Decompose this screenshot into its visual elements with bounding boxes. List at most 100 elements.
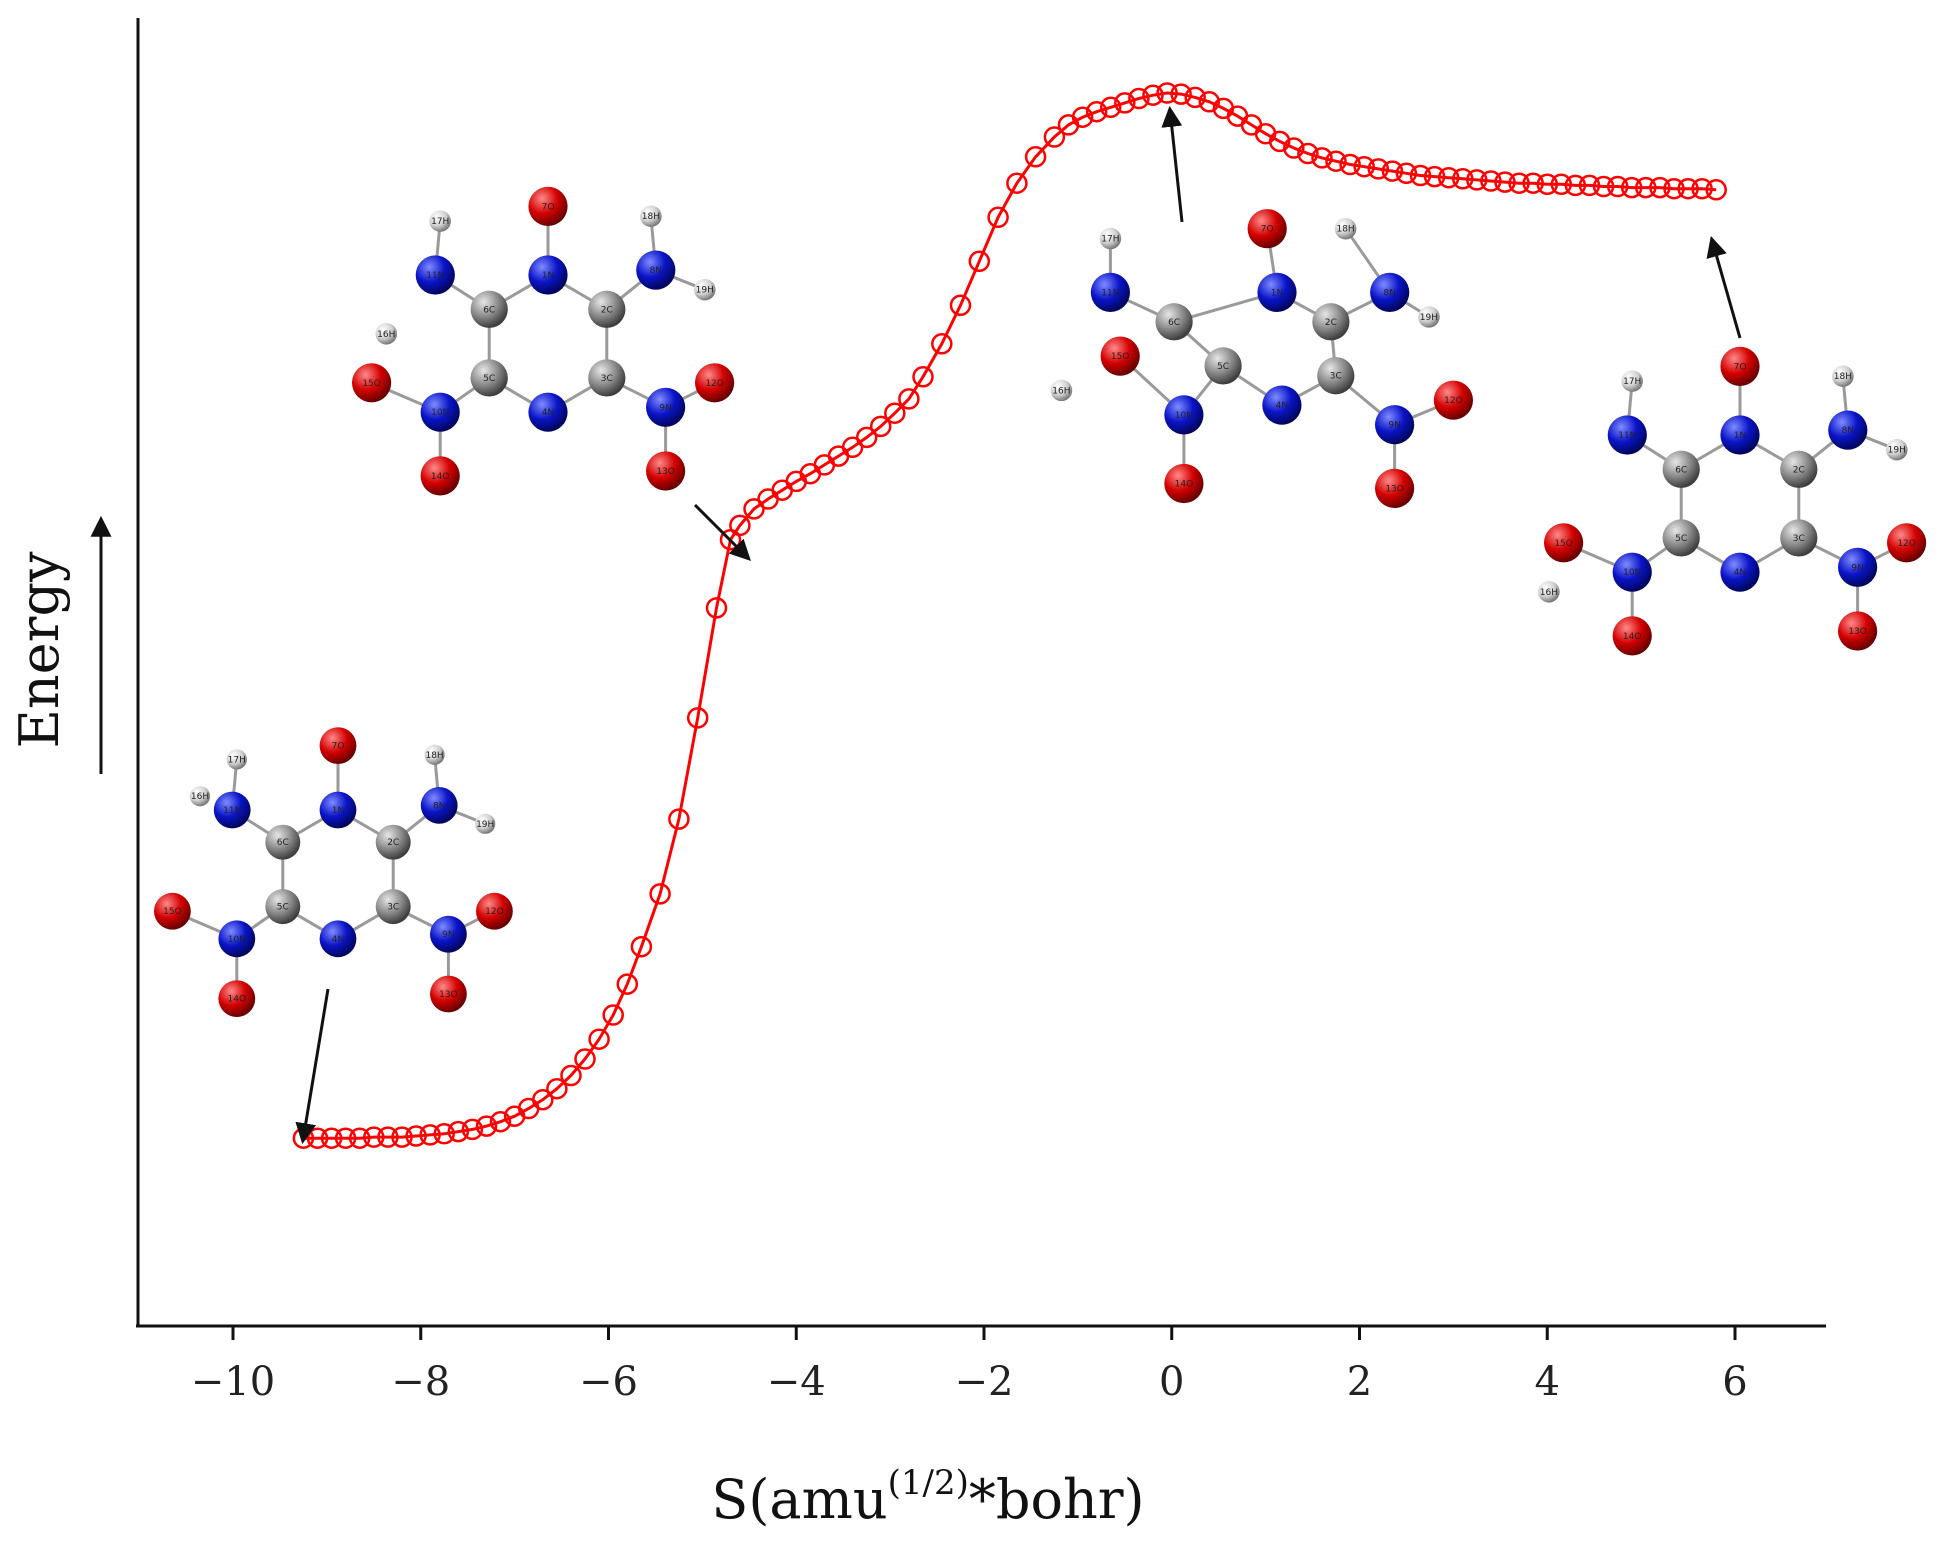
atom-label: 16H <box>377 330 395 340</box>
atom-label: 4N <box>1276 401 1288 411</box>
data-point <box>588 1028 610 1050</box>
atom-label: 6C <box>1675 465 1687 475</box>
data-point <box>405 1125 427 1147</box>
atom-label: 14O <box>1623 632 1642 642</box>
arrow-transition-state <box>1161 105 1184 223</box>
atom-label: 11N <box>223 806 241 816</box>
data-point <box>841 436 864 459</box>
y-axis-title: Energy <box>8 551 71 749</box>
atom-n <box>420 787 458 824</box>
atom-label: 6C <box>483 305 495 315</box>
data-point <box>1606 175 1629 198</box>
atom-label: 18H <box>425 751 443 761</box>
atom-label: 13O <box>656 467 675 477</box>
data-point <box>1114 92 1136 114</box>
atom-h <box>640 205 662 227</box>
x-tick-label: −8 <box>391 1359 450 1405</box>
arrow-intermediate <box>693 503 751 561</box>
atom-label: 17H <box>431 217 449 227</box>
molecule-reactant: 7O 1N 2C 3C 4N 5C 6C 8N 9N 10N 11N 12O 13O 14O 15O 16H 1… <box>154 727 513 1017</box>
data-point <box>1043 126 1066 148</box>
atom-h <box>189 786 211 807</box>
data-point <box>560 1064 582 1087</box>
atom-n <box>636 250 676 290</box>
data-point <box>1367 158 1390 180</box>
data-point <box>1564 174 1587 197</box>
atom-label: 10N <box>431 408 449 418</box>
x-axis-title-suffix: *bohr) <box>969 1468 1145 1531</box>
data-point <box>987 206 1009 229</box>
atom-n <box>319 791 357 829</box>
data-point <box>1452 168 1474 190</box>
x-axis-title-main: S(amu <box>711 1468 887 1531</box>
atom-o <box>1544 523 1584 563</box>
atom-o <box>420 456 460 496</box>
atom-label: 2C <box>1793 465 1805 475</box>
atom-label: 17H <box>1101 235 1119 245</box>
data-point <box>705 597 728 619</box>
atom-label: 12O <box>485 907 504 917</box>
data-point <box>1297 142 1319 165</box>
atom-label: 3C <box>601 374 613 384</box>
data-point <box>1409 164 1432 187</box>
atom-h <box>1538 581 1560 603</box>
data-point <box>377 1126 399 1148</box>
atom-label: 9N <box>442 930 454 940</box>
data-point <box>1268 130 1291 153</box>
data-point <box>1494 171 1516 193</box>
data-point <box>1325 150 1347 172</box>
data-point <box>489 1110 512 1133</box>
data-point <box>1170 83 1192 105</box>
atom-n <box>528 392 568 432</box>
atom-h <box>1832 365 1854 387</box>
atom-h <box>1886 438 1908 461</box>
data-point <box>686 707 709 729</box>
data-point <box>348 1127 371 1149</box>
atom-label: 19H <box>1420 313 1438 323</box>
atom-label: 13O <box>439 990 458 1000</box>
atom-h <box>424 744 445 765</box>
atom-label: 14O <box>431 472 450 482</box>
atom-label: 5C <box>1217 362 1229 372</box>
data-point <box>1508 172 1530 194</box>
data-point <box>1381 160 1404 182</box>
atom-label: 11N <box>1101 288 1119 298</box>
atom-label: 3C <box>1793 534 1805 544</box>
atom-label: 4N <box>1734 568 1746 578</box>
data-point <box>1437 166 1460 189</box>
data-point <box>1353 155 1375 178</box>
atom-o <box>1612 616 1652 656</box>
atom-c <box>470 290 508 328</box>
data-point <box>1466 169 1488 191</box>
atom-n <box>1090 272 1130 312</box>
atom-c <box>1780 450 1818 488</box>
molecule-intermediate: 7O 1N 2C 3C 4N 5C 6C 8N 9N 10N 11N 12O 13O 14O 15O 16H 1… <box>352 186 735 496</box>
x-tick-label: 6 <box>1722 1359 1747 1405</box>
data-point <box>1649 176 1671 199</box>
atom-n <box>1257 272 1297 312</box>
atom-label: 1N <box>1271 288 1283 298</box>
atom-c <box>265 824 301 860</box>
data-point <box>649 883 671 905</box>
x-tick-label: −4 <box>767 1359 826 1405</box>
atom-n <box>1370 272 1410 312</box>
atom-label: 9N <box>1388 421 1400 431</box>
data-point <box>1339 153 1361 176</box>
data-point <box>1128 87 1150 110</box>
x-axis-title-superscript: (1/2) <box>888 1463 969 1503</box>
atom-c <box>265 889 301 925</box>
data-point <box>546 1077 568 1100</box>
atom-h <box>694 278 716 301</box>
x-tick-label: −6 <box>579 1359 638 1405</box>
data-point <box>1071 106 1094 128</box>
atom-label: 3C <box>387 903 399 913</box>
data-point <box>1198 91 1221 113</box>
atom-n <box>218 920 256 958</box>
atom-h <box>429 210 451 232</box>
x-tick-label: 4 <box>1535 1359 1560 1405</box>
atom-label: 1N <box>1734 431 1746 441</box>
atom-o <box>1887 523 1927 563</box>
atom-o <box>1433 380 1473 420</box>
atom-label: 19H <box>696 286 714 296</box>
arrow-product <box>1706 235 1742 339</box>
